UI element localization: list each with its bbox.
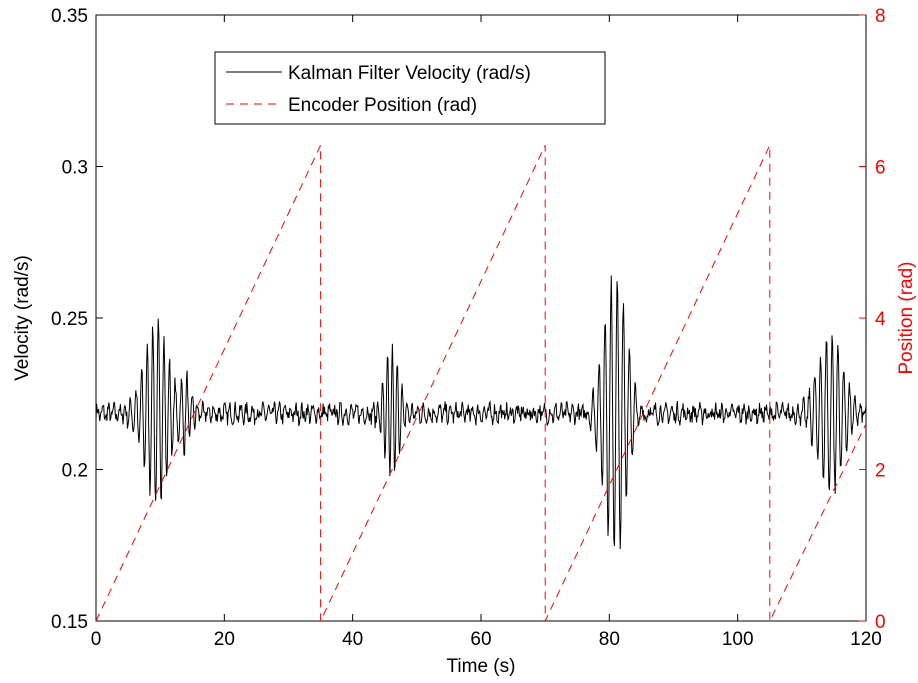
legend-label-velocity: Kalman Filter Velocity (rad/s) (288, 63, 531, 84)
y-left-tick-label: 0.15 (51, 612, 88, 633)
x-tick-label: 80 (599, 629, 620, 650)
y-left-tick-label: 0.35 (51, 6, 88, 27)
y-right-tick-label: 4 (875, 309, 886, 330)
y-right-tick-label: 2 (875, 461, 886, 482)
y-left-tick-label: 0.3 (62, 158, 88, 179)
y-left-tick-label: 0.2 (62, 461, 88, 482)
legend-box (214, 51, 606, 125)
legend-label-position: Encoder Position (rad) (288, 95, 477, 116)
series-layer (95, 145, 867, 622)
x-axis-title: Time (s) (447, 656, 516, 677)
x-tick-label: 40 (342, 629, 363, 650)
y-axis-right-title: Position (rad) (896, 262, 917, 375)
x-tick-label: 100 (722, 629, 754, 650)
x-axis: 0 20 40 60 80 100 120 (91, 15, 882, 650)
y-axis-left: 0.15 0.2 0.25 0.3 0.35 (51, 6, 103, 633)
series-velocity-line (95, 275, 867, 550)
x-tick-label: 60 (470, 629, 491, 650)
legend: Kalman Filter Velocity (rad/s) Encoder P… (214, 51, 606, 125)
series-position-line (95, 145, 867, 622)
x-tick-label: 20 (214, 629, 235, 650)
y-right-tick-label: 0 (875, 612, 886, 633)
y-right-tick-label: 6 (875, 158, 886, 179)
x-tick-label: 0 (91, 629, 102, 650)
y-right-tick-label: 8 (875, 6, 886, 27)
y-axis-left-title: Velocity (rad/s) (12, 255, 33, 381)
y-axis-right: 0 2 4 6 8 (859, 6, 886, 633)
x-tick-label: 120 (850, 629, 882, 650)
y-left-tick-label: 0.25 (51, 309, 88, 330)
